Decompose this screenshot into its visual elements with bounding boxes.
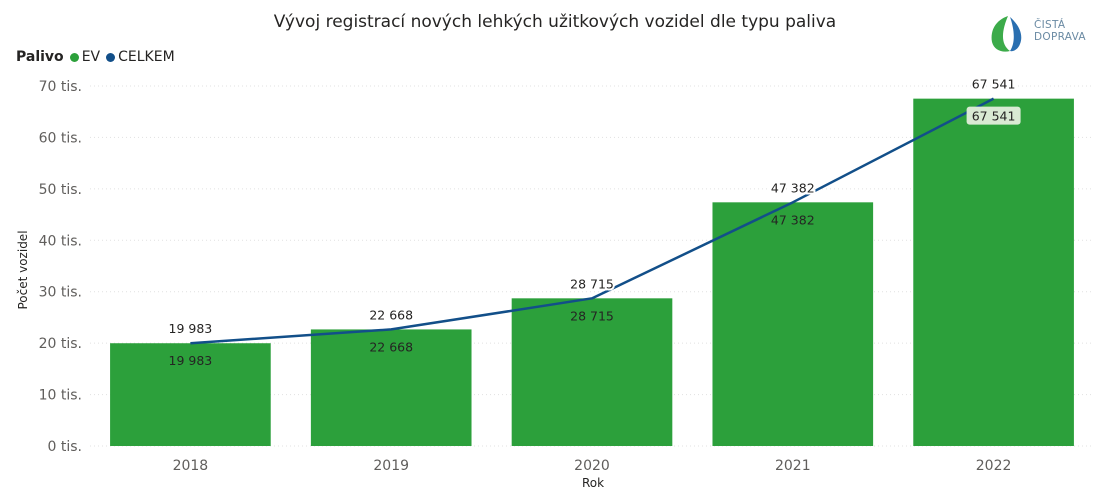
data-label-ev: 67 541: [972, 109, 1016, 124]
x-tick-label: 2020: [574, 458, 610, 474]
data-label-ev: 22 668: [369, 339, 413, 354]
legend-marker-ev: [69, 52, 79, 62]
data-label-ev: 19 983: [169, 353, 213, 368]
y-tick-label: 60 tis.: [39, 130, 82, 146]
data-label-ev: 28 715: [570, 308, 614, 323]
bars: [110, 98, 1074, 446]
y-axis: 0 tis. 10 tis. 20 tis. 30 tis. 40 tis. 50 tis…: [39, 79, 82, 455]
data-label-celkem: 28 715: [570, 276, 614, 291]
y-tick-label: 0 tis.: [48, 439, 82, 455]
legend: Palivo EV CELKEM: [16, 49, 181, 65]
data-label-background: [966, 106, 1021, 125]
data-label-celkem: 67 541: [972, 77, 1016, 92]
x-tick-label: 2022: [976, 458, 1012, 474]
legend-label-celkem: CELKEM: [118, 49, 175, 65]
logo-line2: DOPRAVA: [1034, 31, 1086, 43]
cista-doprava-logo: ČISTÁ DOPRAVA: [988, 14, 1098, 54]
x-tick-label: 2019: [373, 458, 409, 474]
data-label-celkem: 22 668: [369, 307, 413, 322]
bar-ev: [511, 298, 673, 446]
bar-ev: [913, 98, 1074, 446]
bar-ev: [310, 329, 472, 446]
x-axis-title: Rok: [582, 476, 604, 490]
data-label-celkem: 19 983: [169, 321, 213, 336]
data-label-ev: 47 382: [771, 212, 815, 227]
legend-label-ev: EV: [81, 49, 101, 65]
y-tick-label: 30 tis.: [39, 285, 82, 301]
legend-marker-celkem: [106, 52, 116, 62]
x-tick-label: 2018: [173, 458, 209, 474]
bar-ev: [110, 343, 271, 446]
bar-ev: [712, 202, 874, 446]
line-series: [190, 97, 995, 345]
chart-title: Vývoj registrací nových lehkých užitkový…: [273, 12, 837, 32]
y-tick-label: 40 tis.: [39, 233, 82, 249]
line-celkem: [190, 97, 995, 345]
road-leaf-icon: [991, 16, 1022, 52]
y-axis-title: Počet vozidel: [16, 230, 30, 309]
logo-line1: ČISTÁ: [1034, 19, 1066, 31]
y-tick-label: 10 tis.: [39, 388, 82, 404]
x-axis: 2018 2019 2020 2021 2022: [173, 458, 1012, 474]
data-label-celkem: 47 382: [771, 180, 815, 195]
legend-item-ev[interactable]: EV: [69, 49, 101, 65]
y-tick-label: 50 tis.: [39, 182, 82, 198]
y-tick-label: 70 tis.: [39, 79, 82, 95]
data-labels: 19 983 19 983 22 668 22 668 28 715 28 715 47 3…: [167, 75, 1021, 368]
y-tick-label: 20 tis.: [39, 336, 82, 352]
legend-title: Palivo: [16, 49, 64, 65]
legend-item-celkem[interactable]: CELKEM: [106, 49, 175, 65]
x-tick-label: 2021: [775, 458, 811, 474]
